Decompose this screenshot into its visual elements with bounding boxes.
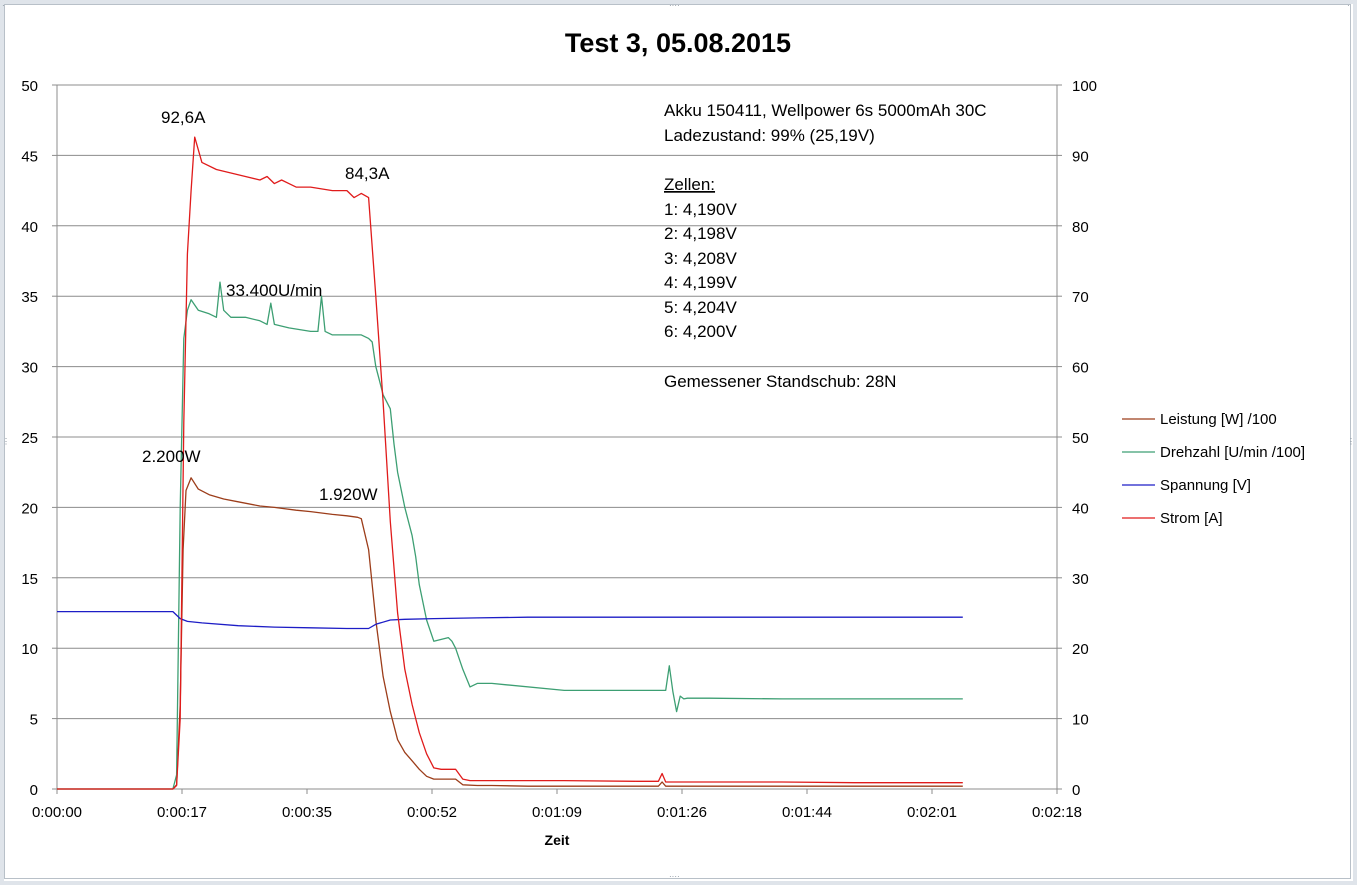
x-tick-label: 0:00:00	[32, 804, 82, 821]
y2-tick-label: 60	[1072, 360, 1089, 377]
x-tick-label: 0:02:18	[1032, 804, 1082, 821]
legend: Leistung [W] /100 Drehzahl [U/min /100] …	[1122, 411, 1305, 527]
series-line-1	[57, 281, 963, 790]
info-thrust: Gemessener Standschub: 28N	[664, 372, 896, 391]
x-tick-label: 0:01:09	[532, 804, 582, 821]
legend-label-drehzahl: Drehzahl [U/min /100]	[1160, 444, 1305, 461]
y2-tick-label: 50	[1072, 430, 1089, 447]
legend-label-spannung: Spannung [V]	[1160, 477, 1251, 494]
annotation-end-power: 1.920W	[319, 485, 378, 504]
x-tick-label: 0:00:17	[157, 804, 207, 821]
y-tick-label: 50	[21, 78, 38, 95]
y-tick-label: 0	[30, 782, 38, 799]
series-line-0	[57, 477, 963, 790]
resize-handle-left[interactable]: ⋮	[2, 437, 10, 446]
resize-handle-bottom[interactable]: ····	[669, 872, 680, 881]
info-cell-4: 4: 4,199V	[664, 273, 737, 292]
y-tick-label: 5	[30, 712, 38, 729]
annotation-peak-current: 92,6A	[161, 108, 206, 127]
y2-tick-label: 0	[1072, 782, 1080, 799]
x-tick-label: 0:01:44	[782, 804, 832, 821]
resize-handle-top-right[interactable]: ·	[1347, 1, 1350, 10]
annotation-peak-power: 2.200W	[142, 447, 201, 466]
info-box: Akku 150411, Wellpower 6s 5000mAh 30C La…	[664, 101, 987, 391]
x-axis-label: Zeit	[545, 832, 570, 848]
legend-label-leistung: Leistung [W] /100	[1160, 411, 1277, 428]
y-tick-label: 30	[21, 360, 38, 377]
info-cells-heading: Zellen:	[664, 175, 715, 194]
x-axis: 0:00:00 0:00:17 0:00:35 0:00:52 0:01:09 0:01:…	[32, 788, 1082, 821]
y2-tick-label: 70	[1072, 289, 1089, 306]
legend-label-strom: Strom [A]	[1160, 510, 1223, 527]
x-tick-label: 0:00:35	[282, 804, 332, 821]
y-tick-label: 40	[21, 219, 38, 236]
y2-tick-label: 80	[1072, 219, 1089, 236]
y-axis-left: 0 5 10 15 20 25 30 35 40 45 50	[21, 78, 58, 799]
y-tick-label: 25	[21, 430, 38, 447]
y-tick-label: 15	[21, 571, 38, 588]
y2-tick-label: 20	[1072, 641, 1089, 658]
y2-tick-label: 90	[1072, 148, 1089, 165]
resize-handle-right[interactable]: ⋮	[1347, 437, 1355, 446]
y-tick-label: 20	[21, 500, 38, 517]
info-cell-3: 3: 4,208V	[664, 249, 737, 268]
y2-tick-label: 40	[1072, 500, 1089, 517]
info-cell-5: 5: 4,204V	[664, 298, 737, 317]
y2-tick-label: 30	[1072, 571, 1089, 588]
x-tick-label: 0:01:26	[657, 804, 707, 821]
info-cell-1: 1: 4,190V	[664, 200, 737, 219]
y2-tick-label: 100	[1072, 78, 1097, 95]
info-charge: Ladezustand: 99% (25,19V)	[664, 126, 875, 145]
y-axis-right: 0 10 20 30 40 50 60 70 80 90 100	[1056, 78, 1097, 799]
resize-handle-top[interactable]: ····	[669, 1, 680, 10]
series-line-3	[57, 136, 963, 790]
info-cell-2: 2: 4,198V	[664, 224, 737, 243]
y-tick-label: 45	[21, 148, 38, 165]
chart-title: Test 3, 05.08.2015	[565, 28, 791, 58]
info-battery: Akku 150411, Wellpower 6s 5000mAh 30C	[664, 101, 987, 120]
info-cell-6: 6: 4,200V	[664, 322, 737, 341]
plot-area	[57, 136, 963, 790]
y-tick-label: 35	[21, 289, 38, 306]
y2-tick-label: 10	[1072, 712, 1089, 729]
gridlines	[57, 84, 1057, 720]
annotation-rpm: 33.400U/min	[226, 281, 322, 300]
resize-handle-top-left[interactable]: ·	[2, 1, 5, 10]
x-tick-label: 0:02:01	[907, 804, 957, 821]
y-tick-label: 10	[21, 641, 38, 658]
x-tick-label: 0:00:52	[407, 804, 457, 821]
series-line-2	[57, 610, 963, 630]
annotation-end-current: 84,3A	[345, 164, 390, 183]
